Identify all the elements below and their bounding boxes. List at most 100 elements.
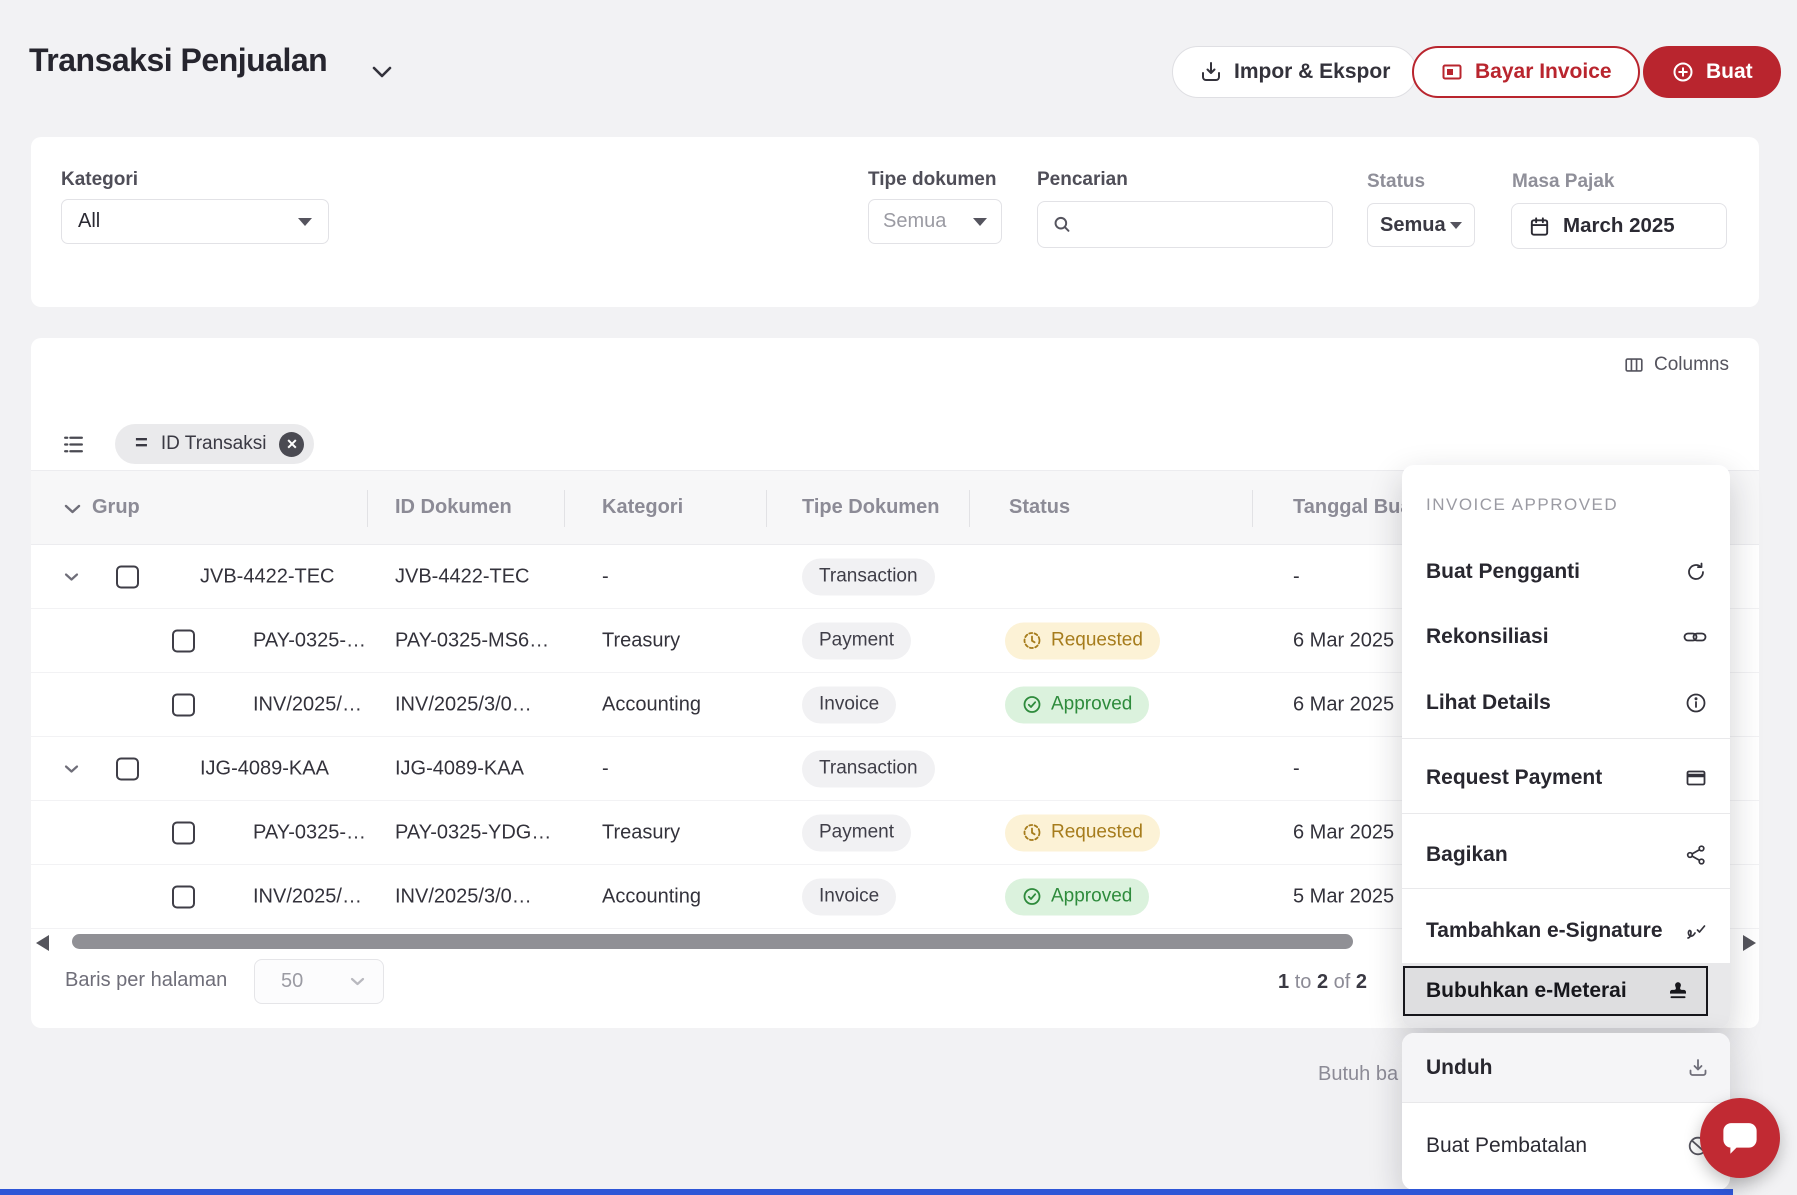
row-expand-chevron-icon[interactable] <box>64 764 79 773</box>
masa-pajak-value: March 2025 <box>1563 214 1675 237</box>
cell-id-dokumen: INV/2025/3/0… <box>395 693 532 715</box>
menu-item-buat-pengganti[interactable]: Buat Pengganti <box>1402 550 1730 594</box>
status-value: Semua <box>1380 213 1446 236</box>
create-label: Buat <box>1706 60 1753 83</box>
menu-item-unduh[interactable]: Unduh <box>1402 1033 1730 1103</box>
columns-label: Columns <box>1654 354 1729 375</box>
status-badge-requested: Requested <box>1005 622 1160 659</box>
triangle-down-icon <box>1450 221 1462 229</box>
highlighted-row-band: Bubuhkan e-Meterai <box>1402 963 1730 1028</box>
search-input[interactable] <box>1082 213 1318 236</box>
menu-section-header: INVOICE APPROVED <box>1426 495 1619 514</box>
columns-button[interactable]: Columns <box>1623 354 1729 376</box>
check-circle-icon <box>1023 696 1041 713</box>
cell-grup: JVB-4422-TEC <box>200 565 335 587</box>
menu-item-tambahkan-e-signature[interactable]: Tambahkan e-Signature <box>1402 909 1730 953</box>
filter-list-icon[interactable] <box>61 432 86 457</box>
status-badge-approved: Approved <box>1005 686 1150 723</box>
tipe-badge: Payment <box>802 622 911 659</box>
col-header-tipe-dokumen[interactable]: Tipe Dokumen <box>802 496 940 518</box>
tipe-dokumen-label: Tipe dokumen <box>868 169 997 190</box>
status-select[interactable]: Semua <box>1367 203 1475 247</box>
filter-panel: Kategori All Tipe dokumen Semua Pencaria… <box>31 137 1759 307</box>
cell-tanggal: 6 Mar 2025 <box>1293 821 1395 843</box>
table-row[interactable]: PAY-0325-… PAY-0325-MS6… Treasury Paymen… <box>31 609 1759 673</box>
cell-tanggal: 6 Mar 2025 <box>1293 629 1395 651</box>
search-field[interactable] <box>1037 201 1333 248</box>
menu-item-lihat-details[interactable]: Lihat Details <box>1402 681 1730 725</box>
scroll-right-arrow[interactable] <box>1743 935 1756 951</box>
create-button[interactable]: Buat <box>1643 46 1781 98</box>
cell-id-dokumen: INV/2025/3/0… <box>395 885 532 907</box>
tipe-badge: Transaction <box>802 558 935 595</box>
table-row[interactable]: PAY-0325-… PAY-0325-YDG… Treasury Paymen… <box>31 801 1759 865</box>
menu-item-bagikan[interactable]: Bagikan <box>1402 833 1730 877</box>
page-title: Transaksi Penjualan <box>29 42 328 78</box>
bayar-invoice-button[interactable]: Bayar Invoice <box>1412 46 1640 98</box>
invoice-card-icon <box>1442 64 1462 80</box>
scroll-left-arrow[interactable] <box>36 935 49 951</box>
table-row[interactable]: INV/2025/… INV/2025/3/0… Accounting Invo… <box>31 865 1759 929</box>
masa-pajak-picker[interactable]: March 2025 <box>1511 203 1727 249</box>
rows-per-page-label: Baris per halaman <box>65 969 228 991</box>
title-dropdown-chevron-icon[interactable] <box>372 66 392 78</box>
credit-card-icon <box>1686 770 1706 786</box>
cell-grup: IJG-4089-KAA <box>200 757 329 779</box>
cell-tanggal: 5 Mar 2025 <box>1293 885 1395 907</box>
cell-id-dokumen: IJG-4089-KAA <box>395 757 524 779</box>
tipe-badge: Transaction <box>802 750 935 787</box>
cell-id-dokumen: JVB-4422-TEC <box>395 565 530 587</box>
row-actions-menu-lower: Unduh Buat Pembatalan <box>1402 1033 1730 1190</box>
cell-kategori: Treasury <box>602 821 681 843</box>
col-header-status[interactable]: Status <box>1009 496 1071 518</box>
row-checkbox[interactable] <box>116 757 139 780</box>
row-checkbox[interactable] <box>116 565 139 588</box>
horizontal-scrollbar[interactable] <box>72 934 1353 949</box>
cell-grup: PAY-0325-… <box>253 629 367 651</box>
check-circle-icon <box>1023 888 1041 905</box>
kategori-select[interactable]: All <box>61 199 329 244</box>
menu-item-buat-pembatalan[interactable]: Buat Pembatalan <box>1402 1103 1730 1189</box>
row-checkbox[interactable] <box>172 693 195 716</box>
col-header-kategori[interactable]: Kategori <box>602 496 684 518</box>
download-icon <box>1689 1058 1707 1076</box>
help-link[interactable]: Butuh ba <box>1318 1063 1399 1085</box>
equals-icon: = <box>135 429 148 455</box>
stamp-icon <box>1670 982 1686 999</box>
col-header-grup[interactable]: Grup <box>92 496 140 518</box>
plus-circle-icon <box>1673 62 1693 82</box>
cell-kategori: - <box>602 757 609 779</box>
grup-collapse-chevron-icon[interactable] <box>64 504 81 514</box>
triangle-down-icon <box>298 217 312 226</box>
link-icon <box>1683 632 1707 642</box>
chip-close-icon[interactable]: ✕ <box>279 431 305 457</box>
bottom-banner-edge <box>0 1189 1733 1195</box>
table-row-group[interactable]: IJG-4089-KAA IJG-4089-KAA - Transaction … <box>31 737 1759 801</box>
row-actions-menu: INVOICE APPROVED Buat Pengganti Rekonsil… <box>1402 465 1730 1028</box>
tipe-badge: Invoice <box>802 878 897 915</box>
col-header-tanggal[interactable]: Tanggal Bua <box>1293 496 1412 518</box>
bayar-invoice-label: Bayar Invoice <box>1475 60 1612 83</box>
rows-per-page-select[interactable]: 50 <box>254 959 384 1004</box>
kategori-label: Kategori <box>61 169 139 190</box>
col-header-id-dokumen[interactable]: ID Dokumen <box>395 496 512 518</box>
menu-item-request-payment[interactable]: Request Payment <box>1402 756 1730 800</box>
tipe-dokumen-select[interactable]: Semua <box>868 199 1002 244</box>
filter-chip-id-transaksi[interactable]: = ID Transaksi ✕ <box>115 424 315 464</box>
import-export-button[interactable]: Impor & Ekspor <box>1172 46 1418 98</box>
row-checkbox[interactable] <box>172 629 195 652</box>
chat-launcher-button[interactable] <box>1700 1098 1780 1178</box>
cell-tanggal: - <box>1293 757 1300 779</box>
cell-grup: INV/2025/… <box>253 885 362 907</box>
calendar-icon <box>1530 216 1549 236</box>
status-badge-requested: Requested <box>1005 814 1160 851</box>
menu-item-rekonsiliasi[interactable]: Rekonsiliasi <box>1402 615 1730 659</box>
row-checkbox[interactable] <box>172 885 195 908</box>
cell-id-dokumen: PAY-0325-MS6… <box>395 629 550 651</box>
row-expand-chevron-icon[interactable] <box>64 572 79 581</box>
row-checkbox[interactable] <box>172 821 195 844</box>
tipe-dokumen-value: Semua <box>883 210 947 232</box>
table-row-group[interactable]: JVB-4422-TEC JVB-4422-TEC - Transaction … <box>31 545 1759 609</box>
table-row[interactable]: INV/2025/… INV/2025/3/0… Accounting Invo… <box>31 673 1759 737</box>
menu-item-bubuhkan-e-meterai[interactable]: Bubuhkan e-Meterai <box>1403 966 1708 1016</box>
